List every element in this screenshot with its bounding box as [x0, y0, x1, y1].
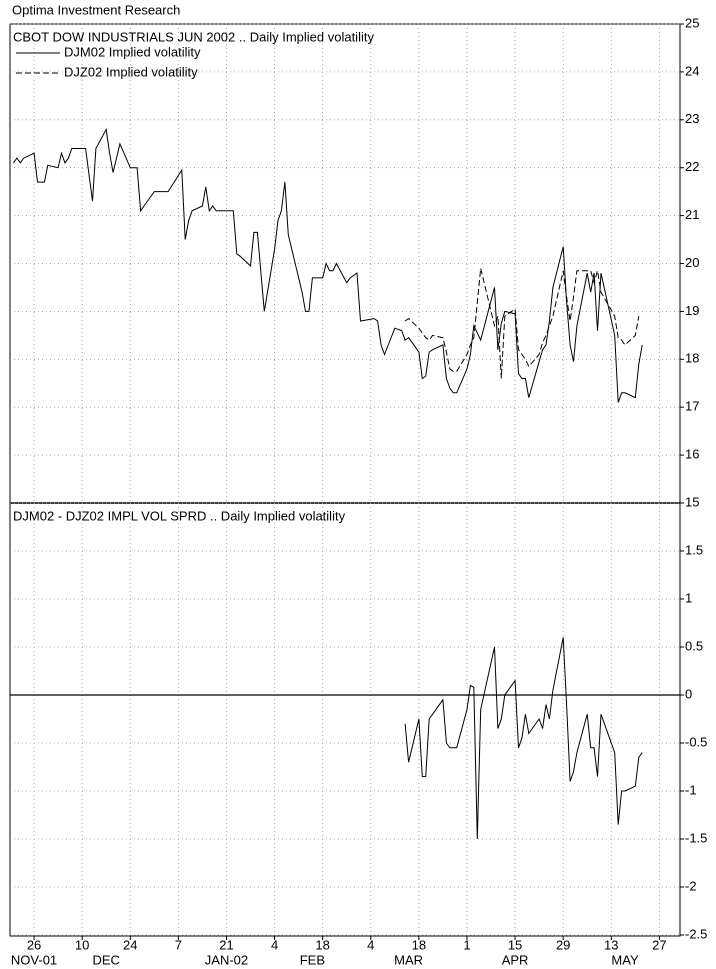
x-tick-label: 21 [219, 937, 233, 952]
y-tick-label: 25 [685, 15, 699, 30]
x-tick-label: 13 [604, 937, 618, 952]
x-tick-label: 24 [123, 937, 137, 952]
x-tick-label: 15 [508, 937, 522, 952]
y-tick-label: 1 [685, 590, 692, 605]
y-tick-label: 16 [685, 447, 699, 462]
y-tick-label: -0.5 [685, 734, 707, 749]
x-tick-label: 18 [412, 937, 426, 952]
y-tick-label: -2.5 [685, 926, 707, 941]
header: Optima Investment Research [12, 2, 180, 17]
legend-label: DJZ02 Implied volatility [64, 64, 198, 79]
x-tick-label: 4 [367, 937, 374, 952]
frame [9, 23, 681, 937]
y-tick-label: 23 [685, 111, 699, 126]
series-line [404, 637, 643, 840]
x-month-label: JAN-02 [205, 952, 248, 967]
series-line [12, 127, 643, 403]
series-line [404, 268, 640, 379]
y-tick-label: 21 [685, 207, 699, 222]
x-month-label: MAR [394, 952, 423, 967]
x-tick-label: 26 [27, 937, 41, 952]
x-tick-label: 29 [556, 937, 570, 952]
legend-label: DJM02 Implied volatility [64, 44, 201, 59]
y-tick-label: 15 [685, 494, 699, 509]
x-tick-label: 7 [175, 937, 182, 952]
y-tick-label: 24 [685, 63, 699, 78]
x-tick-label: 1 [463, 937, 470, 952]
y-tick-label: 0.5 [685, 638, 703, 653]
x-month-label: FEB [300, 952, 325, 967]
x-tick-label: 27 [652, 937, 666, 952]
y-tick-label: 20 [685, 255, 699, 270]
y-tick-label: 1.5 [685, 542, 703, 557]
chart-title: CBOT DOW INDUSTRIALS JUN 2002 .. Daily I… [13, 29, 374, 44]
y-tick-label: -1.5 [685, 830, 707, 845]
x-tick-label: 4 [271, 937, 278, 952]
x-month-label: MAY [611, 952, 639, 967]
y-tick-label: -1 [685, 782, 697, 797]
y-tick-label: 0 [685, 686, 692, 701]
y-tick-label: 19 [685, 303, 699, 318]
y-tick-label: 22 [685, 159, 699, 174]
chart-title: DJM02 - DJZ02 IMPL VOL SPRD .. Daily Imp… [13, 508, 346, 523]
x-month-label: NOV-01 [11, 952, 57, 967]
x-month-label: APR [502, 952, 529, 967]
x-month-label: DEC [92, 952, 119, 967]
y-tick-label: -2 [685, 878, 697, 893]
y-tick-label: 17 [685, 399, 699, 414]
x-tick-label: 10 [75, 937, 89, 952]
x-tick-label: 18 [315, 937, 329, 952]
y-tick-label: 18 [685, 351, 699, 366]
